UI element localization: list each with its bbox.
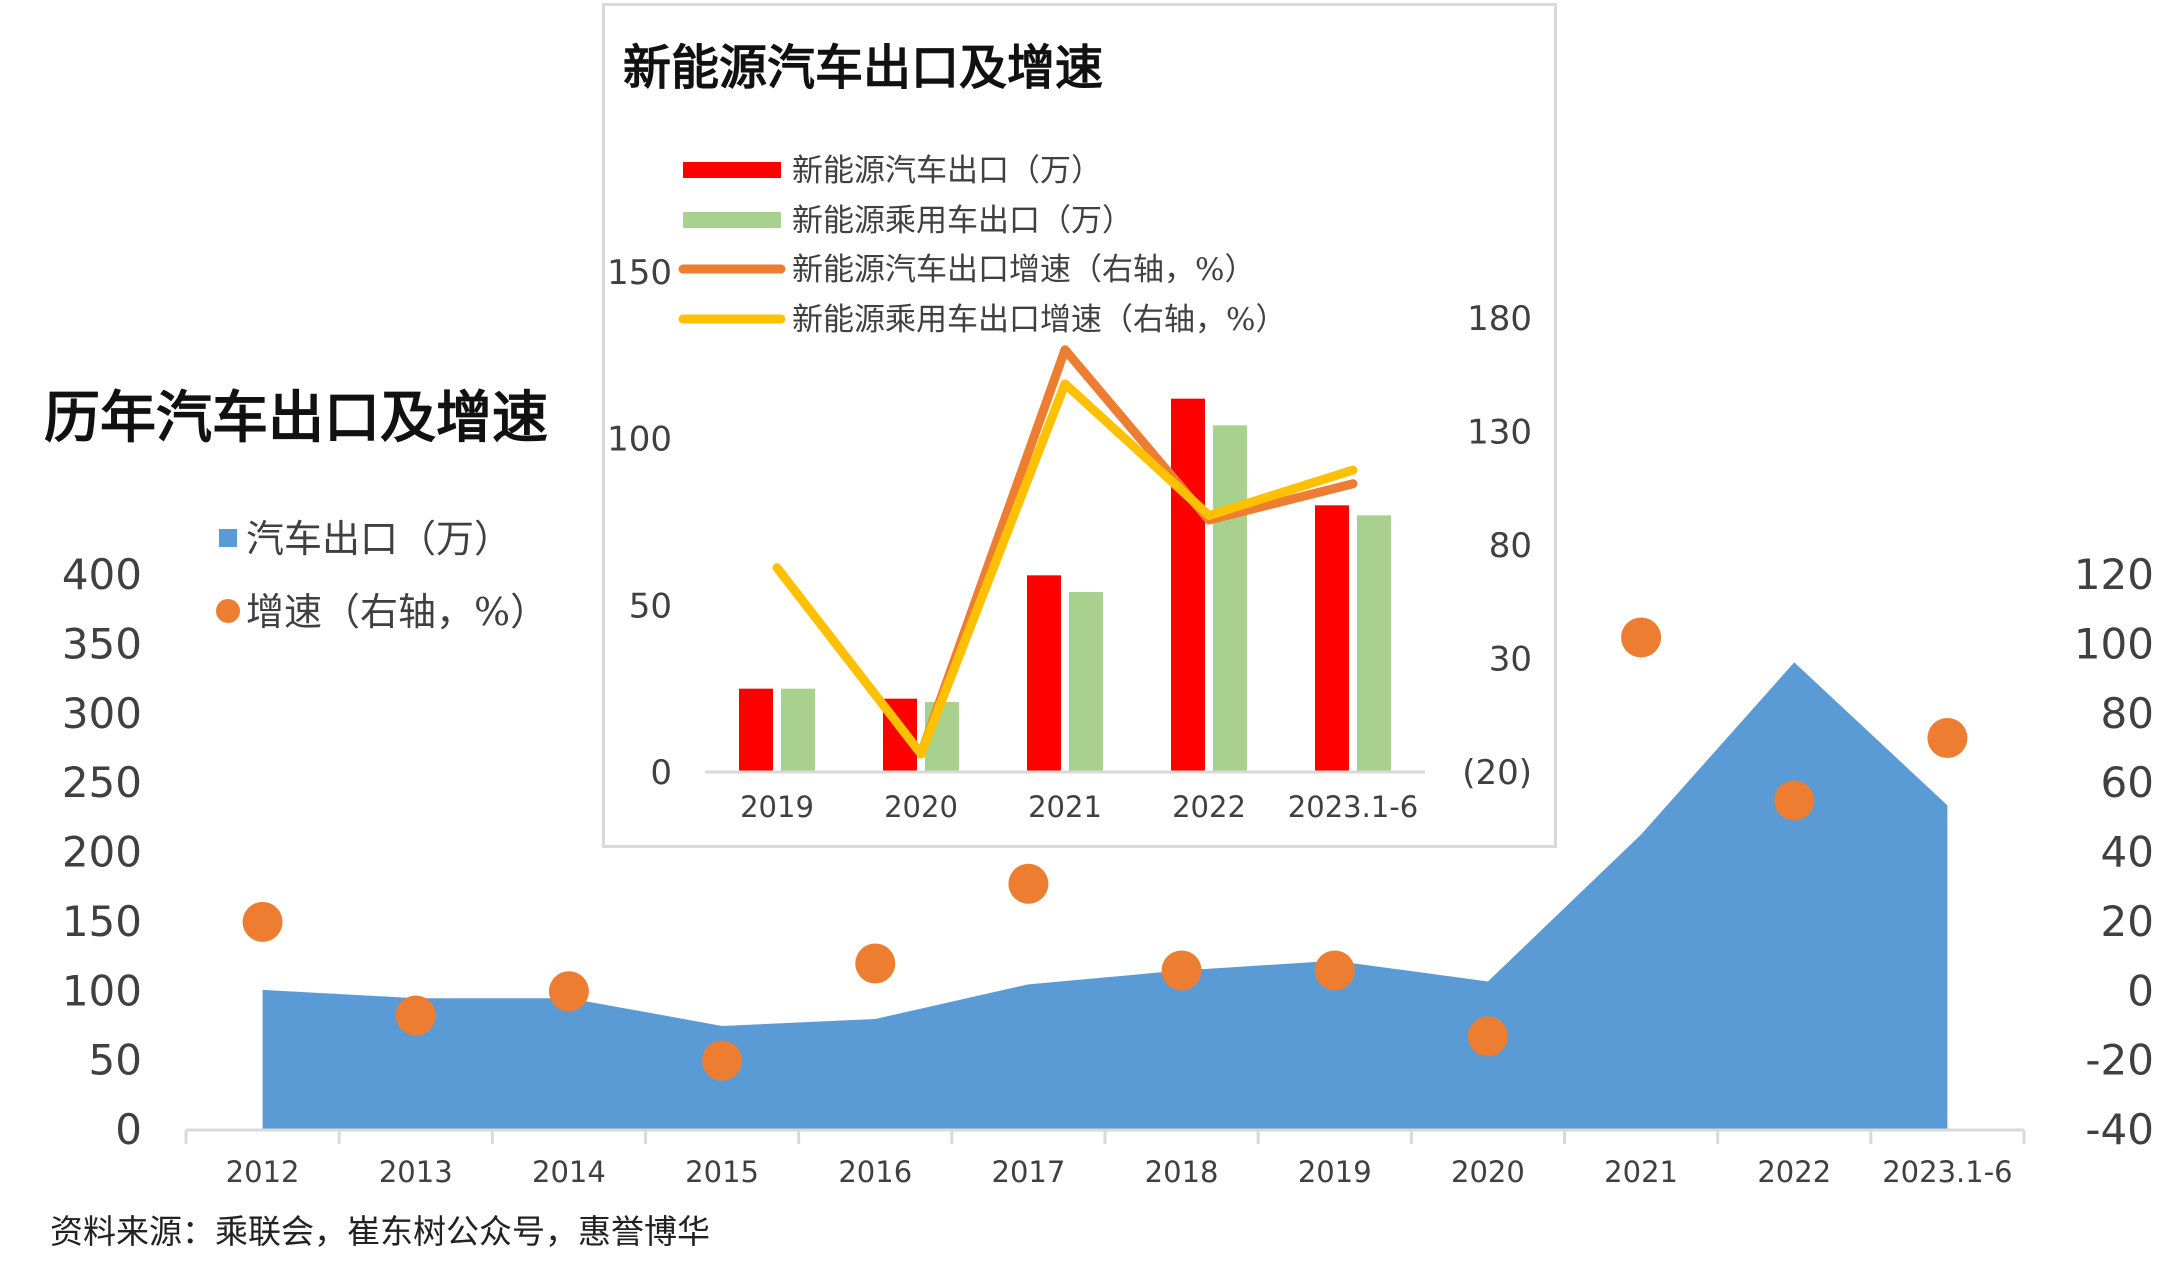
main-dots-layer <box>242 617 1968 1081</box>
legend-label: 新能源汽车出口（万） <box>792 153 1102 189</box>
inset-left-axis-tick: 150 <box>607 253 672 293</box>
inset-title: 新能源汽车出口及增速 <box>623 40 1103 96</box>
x-tick-label: 2020 <box>1451 1155 1525 1189</box>
inset-left-axis-tick: 50 <box>629 586 672 626</box>
nev-passenger-bar <box>781 688 815 772</box>
left-axis-tick: 100 <box>62 966 142 1015</box>
right-axis-tick: -20 <box>2085 1036 2154 1085</box>
inset-x-tick-label: 2021 <box>1028 790 1102 824</box>
inset-lines-layer <box>772 345 1358 759</box>
left-axis-tick: 200 <box>62 828 142 877</box>
inset-left-axis-tick: 0 <box>650 753 672 793</box>
nev-export-bar <box>1027 575 1061 772</box>
left-axis-tick: 350 <box>62 619 142 668</box>
export-area <box>262 662 1948 1130</box>
legend-bar1-swatch <box>683 162 781 178</box>
growth-dot <box>395 995 436 1036</box>
source-note: 资料来源：乘联会，崔东树公众号，惠誉博华 <box>50 1212 710 1251</box>
legend-bar2-swatch <box>683 212 781 228</box>
left-axis-tick: 250 <box>62 758 142 807</box>
legend-dot-label: 增速（右轴，%） <box>246 590 548 634</box>
inset-x-tick-label: 2019 <box>740 790 814 824</box>
inset-x-tick-label: 2020 <box>884 790 958 824</box>
growth-dot <box>855 943 896 984</box>
nev-export-bar <box>1171 398 1205 772</box>
left-axis-tick: 150 <box>62 897 142 946</box>
x-tick-label: 2013 <box>379 1155 453 1189</box>
x-tick-label: 2021 <box>1604 1155 1678 1189</box>
right-axis-tick: 40 <box>2101 828 2154 877</box>
legend-dot-swatch <box>216 599 240 623</box>
main-axes-layer <box>184 1128 2026 1144</box>
right-axis-tick: 0 <box>2127 966 2154 1015</box>
right-axis-tick: 120 <box>2074 550 2154 599</box>
inset-text-layer: 2019 2020 2021 2022 2023.1-6 0 50 100 150 (20) 30 8… <box>607 40 1532 824</box>
left-axis-tick: 0 <box>115 1105 142 1154</box>
inset-panel: 2019 2020 2021 2022 2023.1-6 0 50 100 150 (20) 30 8… <box>602 3 1557 848</box>
x-tick-label: 2019 <box>1298 1155 1372 1189</box>
nev-passenger-bar <box>1213 425 1247 772</box>
inset-x-tick-label: 2023.1-6 <box>1288 790 1418 824</box>
inset-right-axis-tick: 80 <box>1489 526 1532 566</box>
x-tick-label: 2016 <box>838 1155 912 1189</box>
right-axis-tick: 80 <box>2101 689 2154 738</box>
inset-left-axis-tick: 100 <box>607 420 672 460</box>
main-area-layer <box>262 662 1948 1130</box>
growth-dot <box>242 901 283 942</box>
x-tick-label: 2012 <box>226 1155 300 1189</box>
growth-dot <box>1774 780 1815 821</box>
growth-dot <box>1621 617 1662 658</box>
inset-x-tick-label: 2022 <box>1172 790 1246 824</box>
nev-export-growth-line <box>916 345 1358 759</box>
nev-passenger-bar <box>1069 592 1103 772</box>
legend-label: 新能源乘用车出口增速（右轴，%） <box>792 302 1286 338</box>
left-axis-tick: 400 <box>62 550 142 599</box>
right-axis-tick: -40 <box>2085 1105 2154 1154</box>
inset-right-axis-tick: 30 <box>1489 640 1532 680</box>
legend-label: 新能源乘用车出口（万） <box>792 203 1133 239</box>
inset-right-axis-tick: (20) <box>1462 753 1532 793</box>
growth-dot <box>1008 863 1049 904</box>
growth-dot <box>548 971 589 1012</box>
left-axis-tick: 50 <box>89 1036 142 1085</box>
inset-bars-layer <box>739 398 1391 772</box>
nev-passenger-bar <box>1357 515 1391 772</box>
growth-dot <box>702 1040 743 1081</box>
nev-export-bar <box>739 688 773 772</box>
nev-passenger-growth-line <box>772 379 1358 759</box>
main-title: 历年汽车出口及增速 <box>44 385 548 451</box>
x-tick-label: 2018 <box>1145 1155 1219 1189</box>
legend-label: 新能源汽车出口增速（右轴，%） <box>792 252 1255 288</box>
main-text-layer: 2012 2013 2014 2015 2016 2017 2018 2019 2020 2021… <box>44 385 2154 1251</box>
right-axis-tick: 60 <box>2101 758 2154 807</box>
right-axis-tick: 100 <box>2074 619 2154 668</box>
right-axis-tick: 20 <box>2101 897 2154 946</box>
inset-right-axis-tick: 180 <box>1467 299 1532 339</box>
growth-dot <box>1927 718 1968 759</box>
growth-dot <box>1161 950 1202 991</box>
inset-chart: 2019 2020 2021 2022 2023.1-6 0 50 100 150 (20) 30 8… <box>607 40 1532 824</box>
x-tick-label: 2023.1-6 <box>1882 1155 2012 1189</box>
x-tick-label: 2017 <box>992 1155 1066 1189</box>
left-axis-tick: 300 <box>62 689 142 738</box>
x-tick-label: 2014 <box>532 1155 606 1189</box>
growth-dot <box>1467 1016 1508 1057</box>
nev-export-bar <box>1315 505 1349 772</box>
legend-area-swatch <box>219 529 237 547</box>
legend-area-label: 汽车出口（万） <box>246 517 512 561</box>
inset-right-axis-tick: 130 <box>1467 413 1532 453</box>
growth-dot <box>1314 950 1355 991</box>
x-tick-label: 2022 <box>1757 1155 1831 1189</box>
x-tick-label: 2015 <box>685 1155 759 1189</box>
